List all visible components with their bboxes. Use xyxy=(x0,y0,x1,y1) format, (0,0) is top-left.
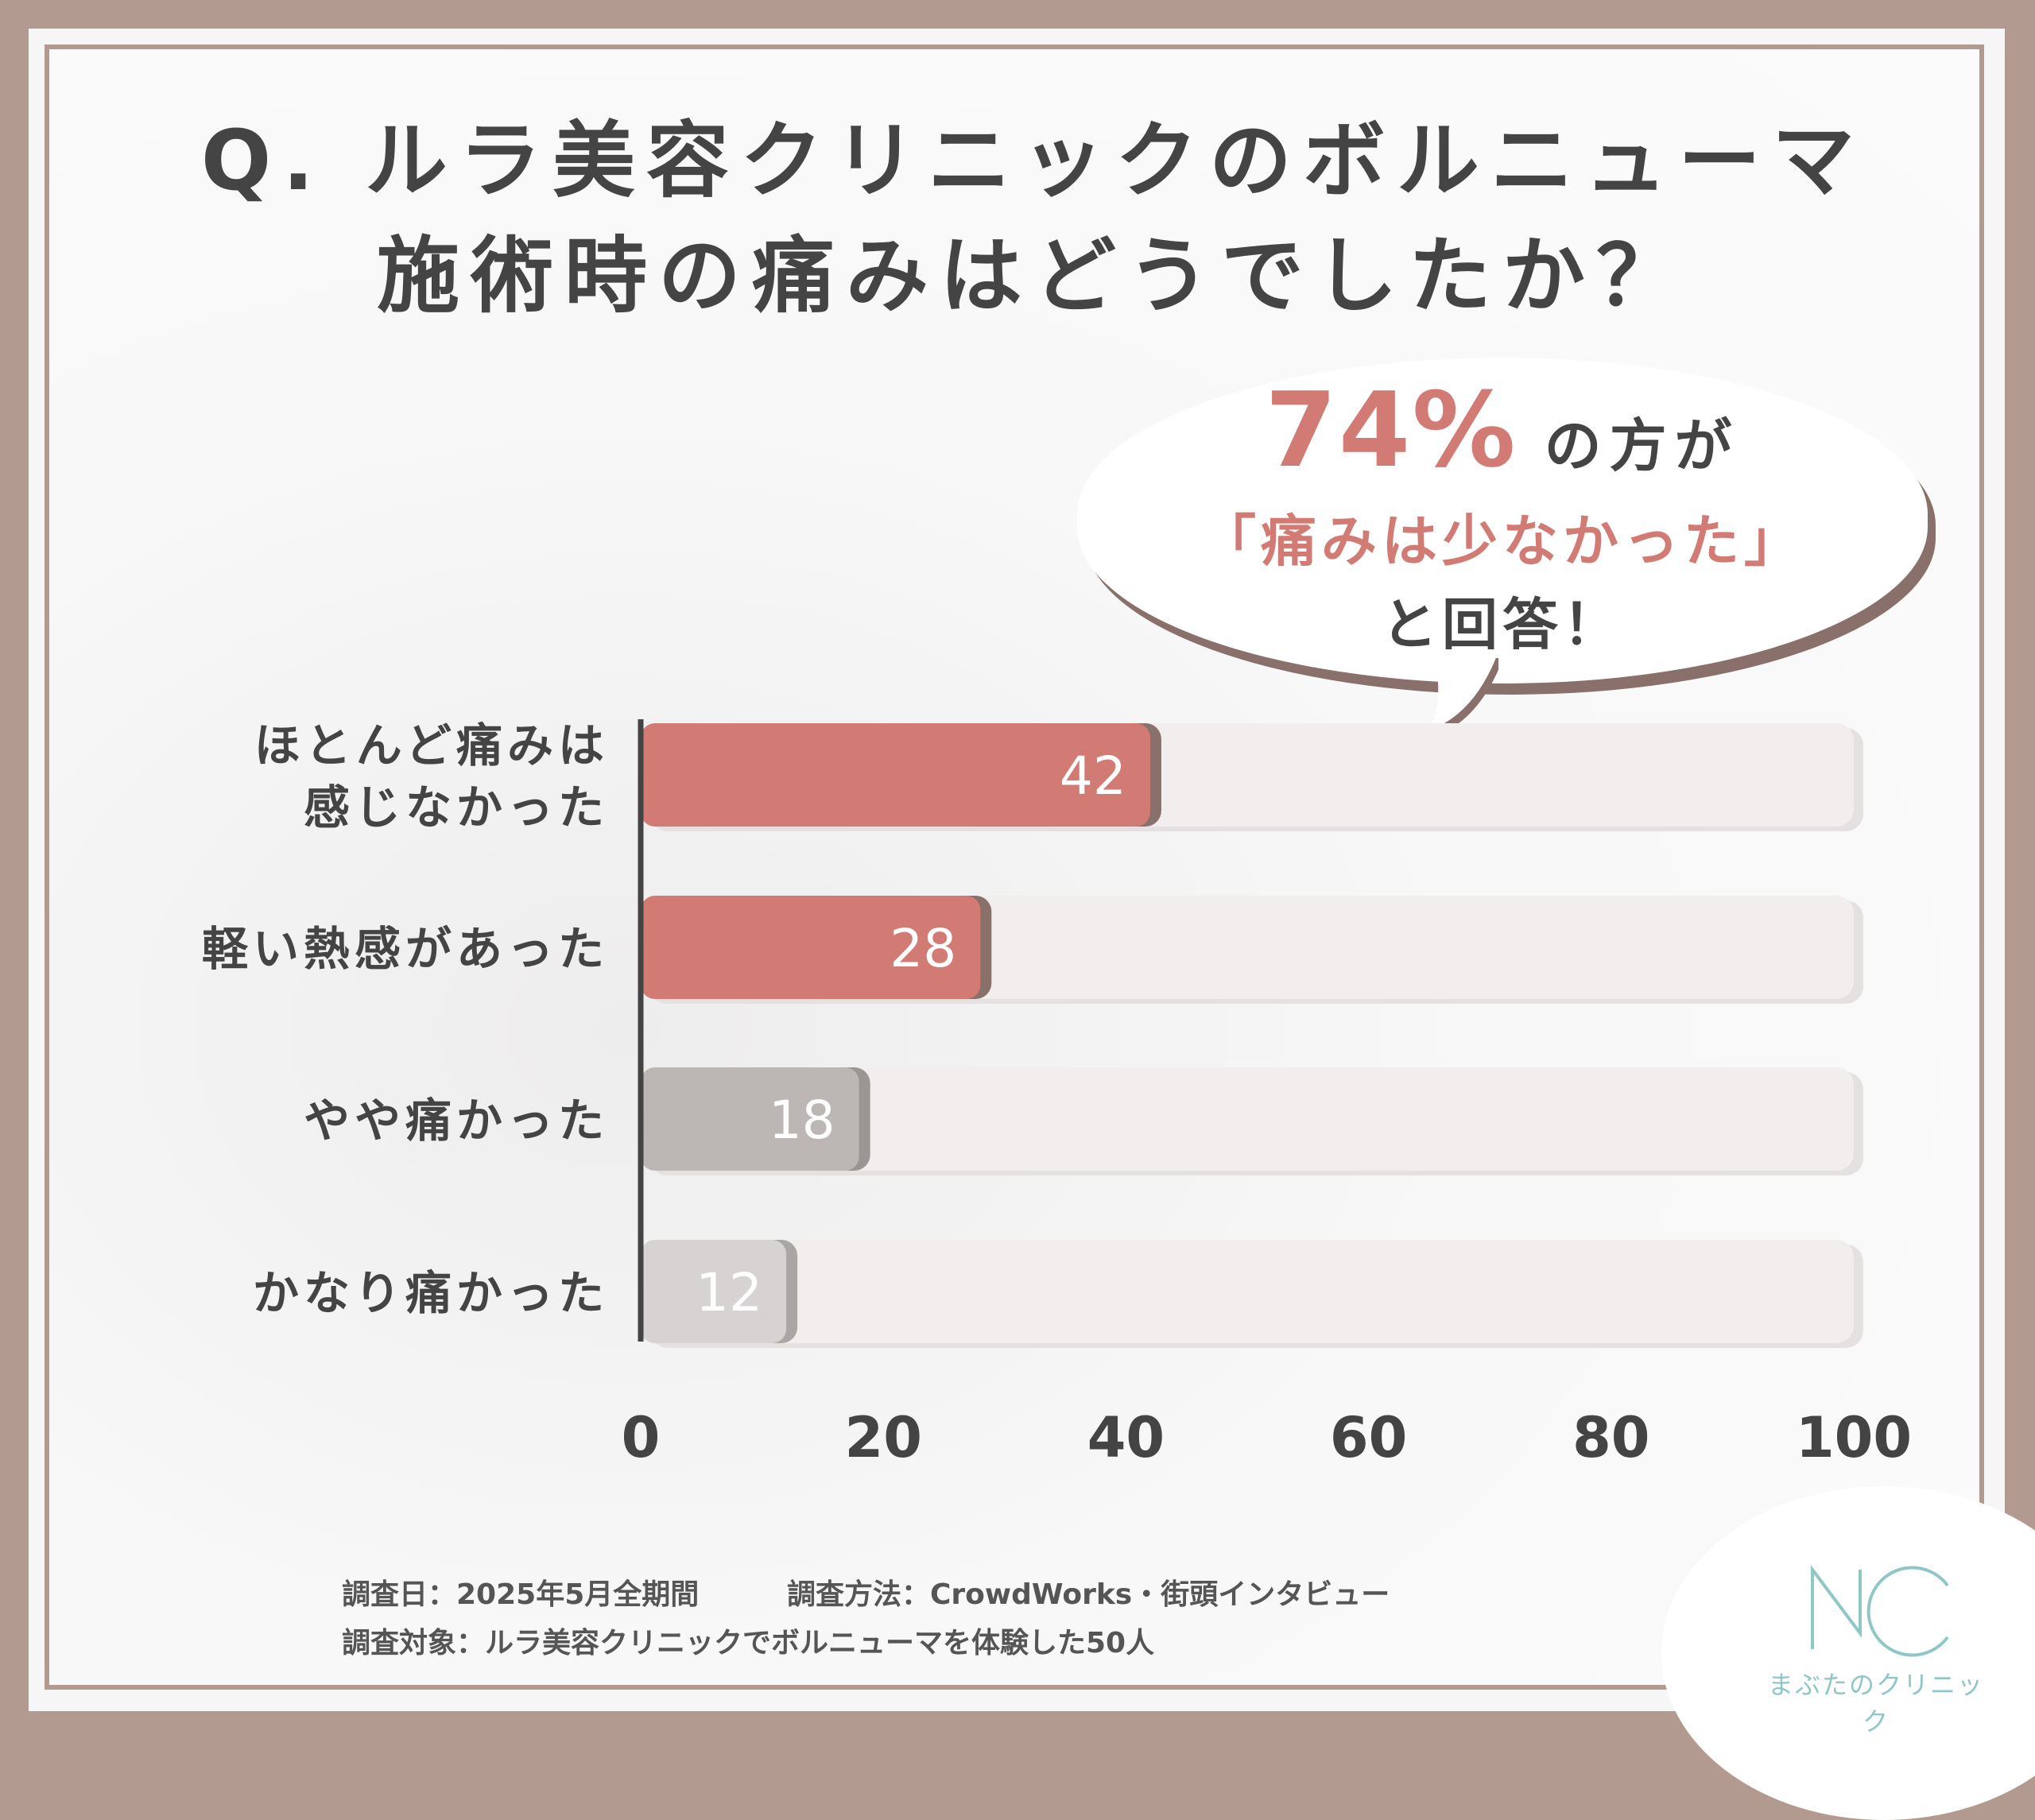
survey-date: 調査日：2025年5月全期間 xyxy=(342,1578,700,1611)
inner-frame xyxy=(45,45,1984,1690)
speech-bubble-tail xyxy=(1427,652,1498,731)
speech-bubble xyxy=(1077,358,1928,683)
bar xyxy=(641,1240,787,1343)
category-label: かなり痛かった xyxy=(253,1266,609,1320)
title-line-2: 施術時の痛みはどうでしたか？ xyxy=(376,227,1690,324)
x-tick-label: 20 xyxy=(844,1405,921,1470)
callout-percent-suffix: の方が xyxy=(1544,412,1740,479)
clinic-logo-icon xyxy=(1811,1565,1949,1657)
bar-value-label: 18 xyxy=(769,1090,835,1151)
callout-percent: 74% xyxy=(1265,370,1518,490)
category-label: 感じなかった xyxy=(304,780,609,834)
bar xyxy=(641,1067,859,1171)
bar-value-label: 28 xyxy=(890,918,956,979)
survey-target: 調査対象：ルラ美容クリニックでボルニューマを体験した50人 xyxy=(342,1627,1155,1659)
callout-answer: と回答！ xyxy=(1382,592,1623,657)
clinic-name: まぶたのクリニック xyxy=(1767,1670,1984,1737)
callout-percent-line: 74% の方が xyxy=(1077,370,1928,490)
callout-quote: 「痛みは少なかった」 xyxy=(1200,509,1804,574)
category-label: やや痛かった xyxy=(304,1094,609,1148)
survey-method: 調査方法：CrowdWorks・街頭インタビュー xyxy=(787,1578,1390,1611)
title-line-1: Q. ルラ美容クリニックのボルニューマ xyxy=(200,112,1866,209)
x-tick-label: 60 xyxy=(1330,1405,1407,1470)
x-tick-label: 80 xyxy=(1572,1405,1649,1470)
category-label: 軽い熱感があった xyxy=(202,922,609,976)
bar-track xyxy=(641,1067,1854,1171)
bar-value-label: 12 xyxy=(696,1262,762,1323)
x-tick-label: 40 xyxy=(1087,1405,1165,1470)
bar xyxy=(641,896,981,999)
x-tick-label: 0 xyxy=(622,1405,661,1470)
category-label: ほとんど痛みは xyxy=(254,718,609,773)
bar-track xyxy=(641,1240,1854,1343)
bar xyxy=(641,723,1150,827)
x-tick-label: 100 xyxy=(1796,1405,1912,1470)
bar-value-label: 42 xyxy=(1060,745,1126,807)
